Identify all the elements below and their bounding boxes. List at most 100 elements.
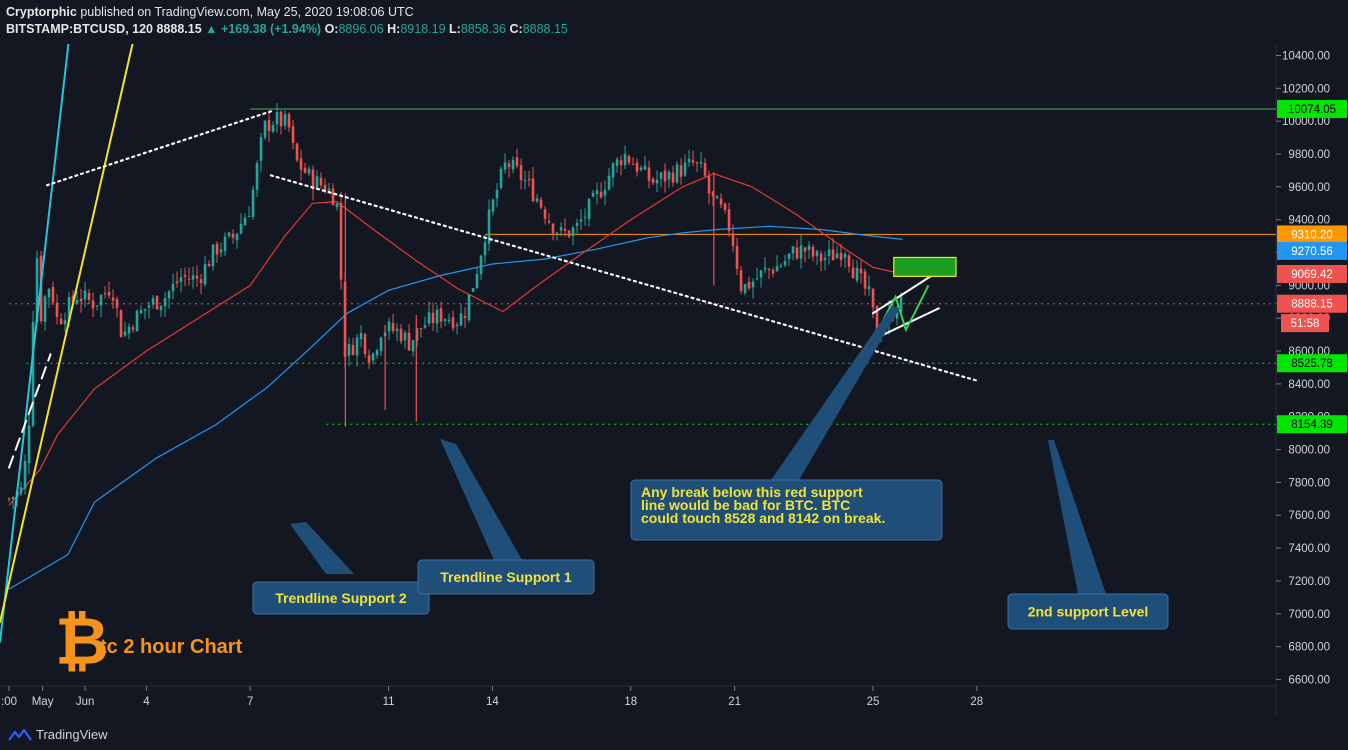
close-label: C:	[509, 22, 523, 36]
candle-body	[835, 253, 839, 259]
price-chart[interactable]: Trendline Support 2 Trendline Support 1 An…	[0, 44, 1348, 716]
candle-body	[727, 209, 731, 232]
candle-body	[599, 191, 603, 198]
price-tick-label: 7200.00	[1288, 576, 1330, 588]
candle-body	[647, 167, 651, 181]
trendline[interactable]	[8, 353, 52, 469]
candle-body	[163, 298, 167, 307]
candle-body	[271, 125, 275, 132]
bitcoin-logo-icon: ₿	[55, 603, 109, 680]
time-tick-label: 25	[867, 696, 880, 708]
candle-body	[747, 281, 751, 289]
time-tick-label: 7	[247, 696, 253, 708]
candle-body	[259, 137, 263, 161]
candle-body	[375, 350, 379, 356]
candle-body	[231, 233, 235, 238]
candle-body	[67, 297, 71, 322]
candle-body	[155, 296, 159, 310]
price-axis-background	[1276, 44, 1348, 716]
footer: TradingView	[8, 727, 108, 742]
price-label-text: 8888.15	[1291, 299, 1333, 311]
candle-body	[279, 111, 283, 127]
candle-body	[7, 498, 11, 500]
candle-body	[319, 177, 323, 186]
candle-body	[767, 268, 771, 270]
candle-body	[615, 159, 619, 166]
candle-body	[715, 196, 719, 199]
candle-body	[479, 255, 483, 275]
candle-body	[127, 326, 131, 334]
candle-body	[623, 154, 627, 166]
candle-body	[291, 126, 295, 143]
candle-body	[347, 344, 351, 356]
candle-body	[755, 278, 759, 280]
trendline[interactable]	[269, 174, 978, 382]
time-tick-label: :00	[1, 696, 17, 708]
candle-body	[643, 165, 647, 170]
candle-body	[407, 332, 411, 351]
price-tick-label: 8000.00	[1288, 445, 1330, 457]
candle-body	[519, 165, 523, 181]
candle-body	[687, 158, 691, 163]
price-label-box	[1277, 241, 1347, 260]
candle-body	[27, 425, 31, 464]
candle-body	[355, 337, 359, 356]
candle-body	[859, 268, 863, 274]
candle-body	[243, 217, 247, 226]
symbol-label[interactable]: BITSTAMP:BTCUSD, 120	[6, 22, 154, 36]
candle-body	[339, 202, 343, 280]
candle-body	[663, 170, 667, 182]
callout-text: Trendline Support 2	[275, 590, 407, 606]
candle-body	[195, 275, 199, 279]
candle-body	[79, 298, 83, 302]
candle-body	[23, 460, 27, 489]
candle-body	[303, 167, 307, 173]
candle-body	[547, 220, 551, 223]
price-label-text: 10074.05	[1288, 104, 1336, 116]
footer-brand[interactable]: TradingView	[36, 727, 108, 742]
candle-body	[771, 269, 775, 274]
candle-body	[411, 340, 415, 352]
candle-body	[83, 290, 87, 300]
price-label-text: 9069.42	[1291, 269, 1333, 281]
candle-body	[631, 164, 635, 166]
trendline[interactable]	[872, 274, 933, 315]
candle-body	[523, 180, 527, 182]
candle-body	[35, 258, 39, 322]
candle-body	[327, 188, 331, 191]
price-tick-label: 10000.00	[1282, 116, 1330, 128]
time-tick-label: May	[32, 696, 54, 708]
time-axis[interactable]: :00 May 4 7 11 14 18 21 25 28 Jun	[1, 686, 983, 708]
candle-body	[775, 266, 779, 272]
candle-body	[55, 302, 59, 318]
candle-body	[167, 291, 171, 299]
callout-text: line would be bad for BTC. BTC	[641, 497, 850, 513]
callout-text: Any break below this red support	[641, 484, 863, 500]
candle-body	[507, 163, 511, 168]
candle-body	[651, 178, 655, 183]
candle-body	[723, 203, 727, 210]
candle-body	[199, 279, 203, 283]
candle-body	[427, 312, 431, 324]
candle-body	[99, 294, 103, 306]
candle-body	[707, 176, 711, 194]
candle-body	[131, 327, 135, 330]
candle-body	[123, 331, 127, 336]
candle-body	[675, 164, 679, 183]
candle-body	[735, 245, 739, 269]
candle-body	[551, 223, 555, 234]
symbol-line: BITSTAMP:BTCUSD, 120 8888.15 ▲ +169.38 (…	[6, 21, 568, 38]
candle-body	[11, 497, 15, 499]
price-tick-label: 7400.00	[1288, 543, 1330, 555]
chart-title: tc 2 hour Chart	[100, 636, 243, 658]
time-tick-label: 28	[970, 696, 983, 708]
candle-body	[591, 192, 595, 197]
callout-pointer	[290, 522, 354, 574]
candle-body	[895, 312, 899, 319]
author-name[interactable]: Cryptorphic	[6, 5, 77, 19]
candle-body	[159, 305, 163, 311]
candle-body	[579, 219, 583, 222]
candle-body	[511, 159, 515, 170]
candle-body	[267, 119, 271, 131]
candle-body	[103, 293, 107, 295]
